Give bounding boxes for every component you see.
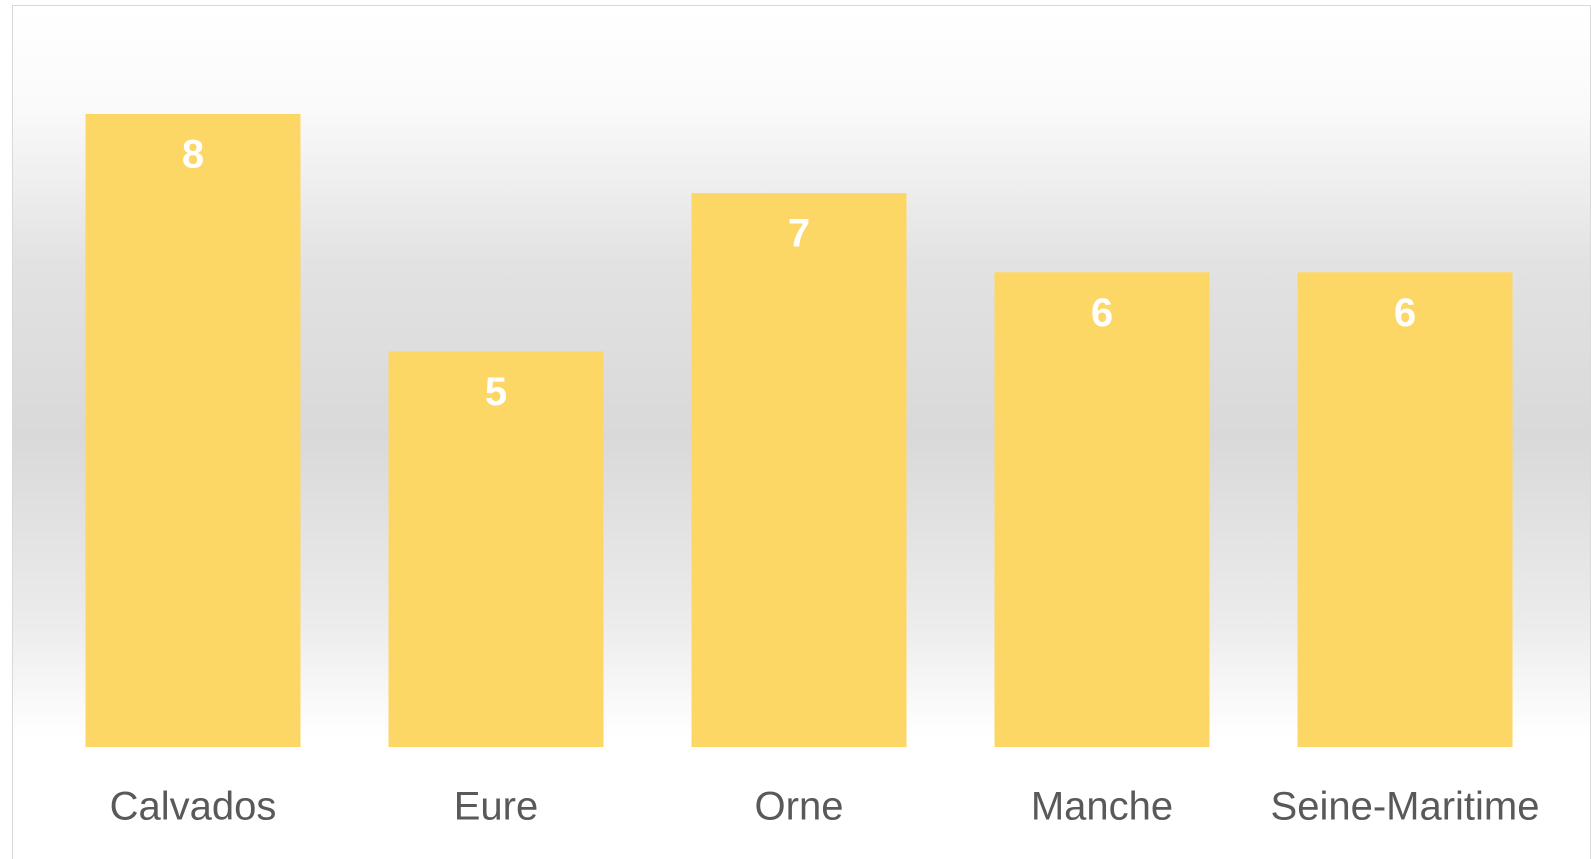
data-label: 5 (485, 370, 507, 414)
data-label: 8 (182, 133, 204, 177)
bar (691, 193, 907, 747)
bar (994, 272, 1210, 747)
x-tick-label: Seine-Maritime (1271, 785, 1540, 829)
x-tick-label: Orne (755, 785, 844, 829)
x-tick-label: Calvados (110, 785, 277, 829)
data-label: 6 (1091, 291, 1113, 335)
bar (85, 114, 301, 747)
bar (1297, 272, 1513, 747)
data-label: 7 (788, 212, 810, 256)
x-tick-label: Eure (454, 785, 539, 829)
x-tick-label: Manche (1031, 785, 1173, 829)
data-label: 6 (1394, 291, 1416, 335)
bar (388, 351, 604, 747)
